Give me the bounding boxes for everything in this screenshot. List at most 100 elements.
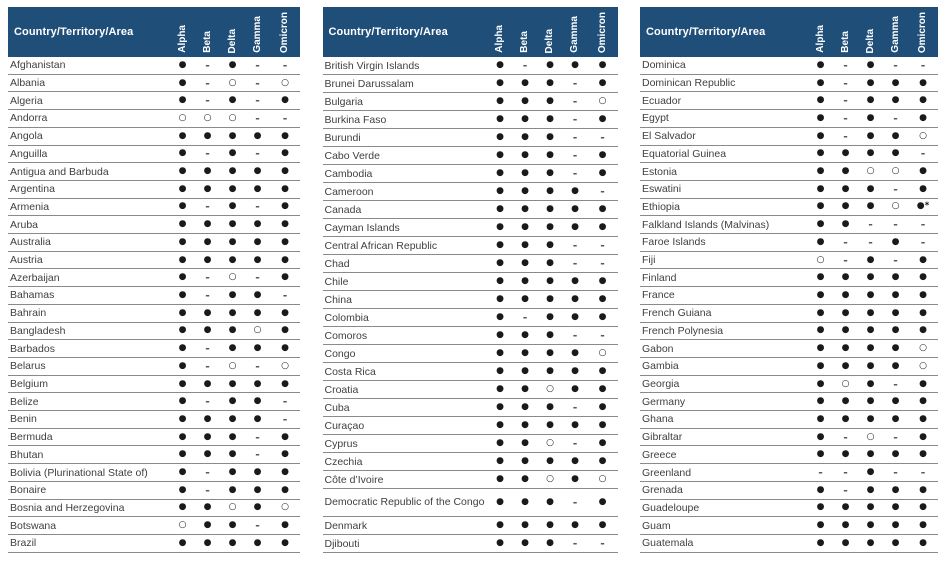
filled-circle-mark: ●	[546, 312, 554, 322]
filled-circle-mark: ●	[866, 289, 875, 300]
filled-circle-mark: ●	[496, 538, 504, 548]
country-name: Chile	[324, 275, 349, 288]
filled-circle-mark: ●	[178, 396, 187, 407]
variant-column-header-gamma: Gamma	[889, 16, 901, 53]
filled-circle-mark: ●	[841, 449, 850, 460]
filled-circle-mark: ●	[841, 307, 850, 318]
open-circle-mark: ○	[281, 77, 289, 88]
filled-circle-mark: ●	[521, 186, 529, 196]
country-name: Austria	[10, 254, 43, 267]
table-row: Gambia ● ● ● ● ○	[640, 358, 938, 376]
filled-circle-mark: ●	[496, 456, 504, 466]
country-name: Czechia	[324, 455, 363, 468]
country-name: Côte d’Ivoire	[324, 473, 384, 486]
dash-mark: -	[572, 95, 578, 108]
filled-circle-mark: ●	[178, 307, 187, 318]
variant-column-header-omicron: Omicron	[596, 11, 608, 53]
open-circle-mark: ○	[228, 360, 237, 371]
variant-column-header-alpha: Alpha	[494, 25, 505, 53]
dash-mark: -	[282, 412, 288, 426]
filled-circle-mark: ●	[841, 502, 850, 513]
table-row: Armenia ● - ● - ●	[8, 199, 300, 217]
dash-mark: -	[572, 149, 578, 162]
filled-circle-mark: ●	[571, 60, 579, 70]
filled-circle-mark: ●	[866, 502, 875, 513]
filled-circle-mark: ●	[281, 431, 289, 442]
filled-circle-mark: ●	[866, 148, 875, 159]
filled-circle-mark: ●	[598, 60, 607, 70]
dash-mark: -	[205, 200, 210, 214]
filled-circle-mark: ●	[521, 276, 529, 286]
filled-circle-mark: ●	[841, 360, 850, 371]
table-row: Belize ● - ● ● -	[8, 393, 300, 412]
filled-circle-mark: ●	[598, 168, 607, 178]
filled-circle-mark: ●	[571, 456, 579, 466]
dash-mark: -	[600, 329, 605, 342]
open-circle-mark: ○	[228, 112, 237, 123]
filled-circle-mark: ●	[546, 348, 554, 358]
filled-circle-mark: ●	[203, 166, 212, 177]
filled-circle-mark: ●	[919, 112, 927, 123]
filled-circle-mark: ●	[521, 114, 529, 124]
table-row: Bahamas ● - ● ● -	[8, 287, 300, 305]
variant-column-header-beta: Beta	[201, 31, 213, 53]
country-name: Ethiopia	[642, 200, 680, 213]
filled-circle-mark: ●	[178, 254, 187, 265]
table-row: Canada ● ● ● ● ●	[322, 201, 618, 219]
filled-circle-mark: ●	[253, 130, 262, 141]
filled-circle-mark: ●	[203, 431, 212, 442]
filled-circle-mark: ●	[178, 236, 187, 247]
table-row: Faroe Islands ● - - ● -	[640, 234, 938, 252]
filled-circle-mark: ●	[228, 467, 237, 478]
dash-mark: -	[205, 271, 210, 285]
filled-circle-mark: ●	[841, 289, 850, 300]
country-name: Afghanistan	[10, 59, 66, 72]
filled-circle-mark: ●	[816, 112, 825, 123]
filled-circle-mark: ●	[228, 449, 237, 460]
table-row: France ● ● ● ● ●	[640, 287, 938, 305]
dash-mark: -	[893, 253, 898, 267]
filled-circle-mark: ●	[281, 183, 289, 194]
dash-mark: -	[600, 131, 605, 144]
dash-mark: -	[572, 437, 578, 450]
filled-circle-mark: ●	[866, 360, 875, 371]
filled-circle-mark: ●	[228, 254, 237, 265]
country-name: Anguilla	[10, 147, 48, 160]
filled-circle-mark: ●	[598, 150, 607, 160]
dash-mark: -	[572, 239, 578, 252]
filled-circle-mark: ●	[841, 325, 850, 336]
filled-circle-mark: ●	[178, 467, 187, 478]
table-row: Côte d’Ivoire ● ● ○ ● ○	[322, 471, 618, 489]
dash-mark: -	[282, 58, 288, 72]
filled-circle-mark: ●	[598, 420, 607, 430]
country-name: Chad	[324, 257, 350, 270]
country-name: Armenia	[10, 200, 50, 213]
filled-circle-mark: ●	[919, 272, 927, 283]
filled-circle-mark: ●	[919, 77, 927, 88]
country-name: Congo	[324, 347, 356, 360]
filled-circle-mark: ●	[496, 132, 504, 142]
country-name: Equatorial Guinea	[642, 147, 727, 160]
dash-mark: -	[255, 76, 260, 90]
dash-mark: -	[843, 76, 848, 90]
table-row: China ● ● ● ● ●	[322, 291, 618, 309]
filled-circle-mark: ●	[816, 219, 825, 230]
filled-circle-mark: ●	[228, 219, 237, 230]
filled-circle-mark: ●	[521, 168, 529, 178]
filled-circle-mark: ●	[228, 520, 237, 531]
country-name: French Polynesia	[642, 324, 724, 337]
filled-circle-mark: ●	[866, 396, 875, 407]
filled-circle-mark: ●	[891, 537, 900, 548]
filled-circle-mark: ●	[546, 456, 554, 466]
country-name: Croatia	[324, 383, 359, 396]
filled-circle-mark: ●	[816, 413, 825, 424]
dash-mark: -	[255, 200, 260, 214]
filled-circle-mark: ●	[281, 130, 289, 141]
dash-mark: -	[920, 466, 926, 480]
table-row: Guatemala ● ● ● ● ●	[640, 535, 938, 553]
filled-circle-mark: ●	[841, 537, 850, 548]
filled-circle-mark: ●	[203, 325, 212, 336]
dash-mark: -	[255, 519, 260, 533]
variant-column-header-delta: Delta	[226, 28, 238, 53]
table-1-body: Afghanistan ● - ● - - Albania ● - ○ - ○ Algeria ● - ● - ●…	[8, 57, 300, 553]
